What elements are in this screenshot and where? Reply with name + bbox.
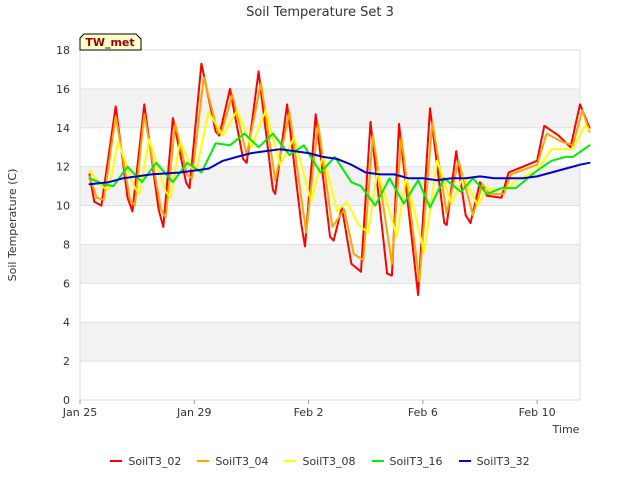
series-line-soilt3-04 — [88, 76, 591, 283]
legend-item: SoilT3_08 — [284, 452, 356, 470]
y-tick-label: 2 — [63, 355, 70, 368]
y-tick-label: 14 — [56, 122, 70, 135]
y-tick-label: 8 — [63, 238, 70, 251]
x-tick-label: Jan 25 — [62, 406, 97, 419]
legend-item: SoilT3_16 — [371, 452, 443, 470]
legend-swatch — [458, 460, 471, 462]
y-tick-label: 18 — [56, 44, 70, 57]
x-tick-label: Feb 10 — [519, 406, 556, 419]
legend-label: SoilT3_16 — [389, 454, 443, 468]
grid-band — [80, 88, 580, 128]
legend-label: SoilT3_02 — [128, 454, 182, 468]
y-axis-ticks: 0 2 4 6 8 10 12 14 16 18 — [56, 44, 70, 407]
grid-band — [80, 244, 580, 284]
x-axis-ticks: Jan 25 Jan 29 Feb 2 Feb 6 Feb 10 — [62, 400, 556, 419]
series-line-soilt3-16 — [88, 132, 591, 209]
y-tick-label: 12 — [56, 161, 70, 174]
y-tick-label: 0 — [63, 394, 70, 407]
grid-band — [80, 50, 580, 89]
plot-frame — [79, 49, 581, 401]
grid-band — [80, 322, 580, 362]
grid-band — [80, 361, 580, 400]
y-tick-label: 10 — [56, 200, 70, 213]
legend-label: SoilT3_04 — [215, 454, 269, 468]
x-tick-label: Jan 29 — [176, 406, 211, 419]
y-axis-label: Soil Temperature (C) — [6, 169, 19, 282]
grid-band — [80, 127, 580, 167]
annotation-shape — [79, 33, 142, 51]
legend-item: SoilT3_04 — [197, 452, 268, 470]
y-tick-label: 6 — [63, 277, 70, 290]
legend-label: SoilT3_08 — [302, 454, 356, 468]
x-axis-label: Time — [552, 423, 580, 436]
legend-item: SoilT3_02 — [110, 452, 181, 470]
annotation-text: TW_met — [85, 36, 134, 49]
annotation-box: TW_met — [79, 33, 142, 51]
series-layer — [88, 62, 591, 296]
legend-swatch — [371, 460, 384, 462]
x-tick-label: Feb 6 — [408, 406, 438, 419]
legend-item: SoilT3_32 — [458, 452, 530, 470]
plot-bands — [80, 49, 580, 401]
legend-swatch — [284, 460, 297, 462]
legend-swatch — [110, 460, 123, 462]
legend-label: SoilT3_32 — [476, 454, 530, 468]
x-tick-label: Feb 2 — [294, 406, 324, 419]
y-tick-label: 16 — [56, 83, 70, 96]
legend: SoilT3_02 SoilT3_04 SoilT3_08 SoilT3_16 Soil… — [0, 452, 640, 470]
grid-band — [80, 283, 580, 323]
y-tick-label: 4 — [63, 316, 70, 329]
legend-swatch — [197, 460, 210, 462]
chart-title: Soil Temperature Set 3 — [246, 5, 394, 20]
series-line-soilt3-32 — [88, 148, 591, 186]
